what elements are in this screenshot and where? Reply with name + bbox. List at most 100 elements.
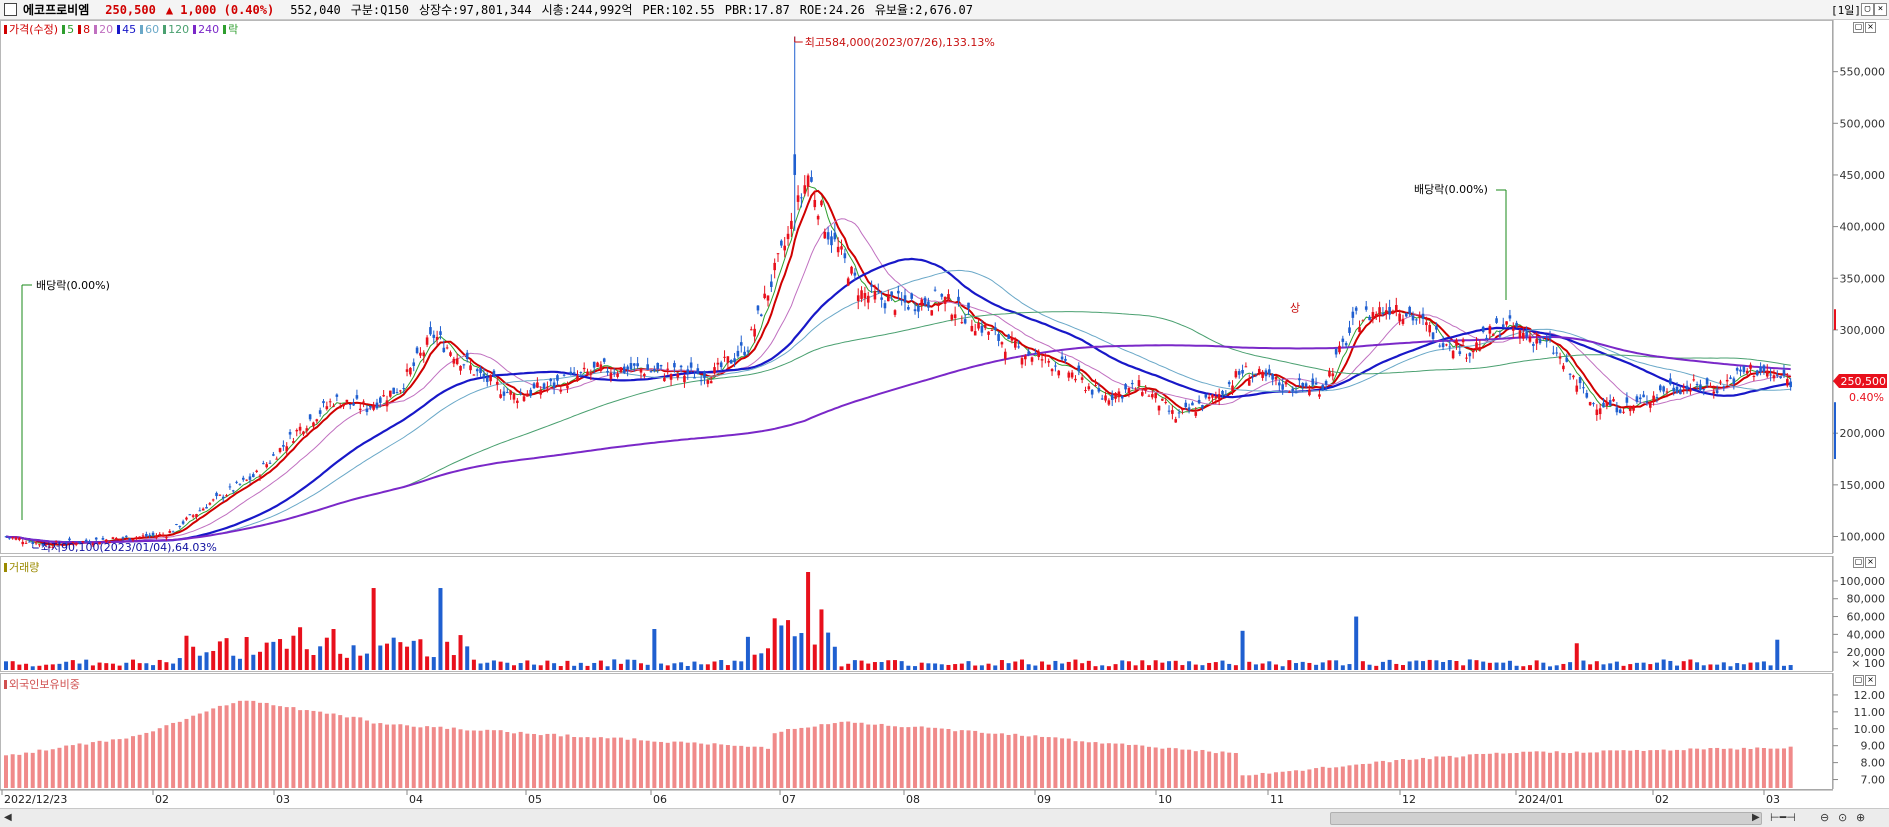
- volume-bar: [97, 662, 102, 670]
- foreign-bar: [1307, 769, 1312, 788]
- volume-panel-close-button[interactable]: ×: [1865, 557, 1876, 568]
- volume-bar: [84, 659, 89, 670]
- candle-body: [81, 541, 85, 543]
- candle-body: [773, 262, 776, 271]
- legend-item-3[interactable]: 20: [94, 23, 113, 36]
- candle-body: [1435, 325, 1438, 330]
- foreign-bar: [973, 730, 978, 788]
- foreign-bar: [826, 724, 831, 788]
- candle-body: [776, 253, 780, 255]
- volume-bar: [1688, 659, 1693, 670]
- last-pct-label: 0.40%: [1849, 391, 1884, 404]
- volume-bar: [1240, 630, 1245, 670]
- volume-panel-minimize-button[interactable]: ▢: [1853, 557, 1864, 568]
- candle-body: [903, 295, 907, 303]
- price-panel-close-button[interactable]: ×: [1865, 22, 1876, 33]
- candle-body: [1074, 378, 1077, 381]
- legend-item-7[interactable]: 240: [193, 23, 219, 36]
- candle-body: [1645, 401, 1649, 403]
- scroll-left-icon[interactable]: ◀: [4, 812, 12, 823]
- candle-body: [148, 534, 152, 536]
- candle-body: [1715, 390, 1719, 394]
- zoom-slider-icon[interactable]: ⊢━⊣: [1770, 811, 1796, 824]
- foreign-panel-minimize-button[interactable]: ▢: [1853, 675, 1864, 686]
- foreign-bar: [852, 722, 857, 788]
- legend-item-5[interactable]: 60: [140, 23, 159, 36]
- volume-unit-label: × 100: [1851, 657, 1885, 670]
- candle-body: [1582, 387, 1585, 389]
- candle-body: [709, 381, 713, 384]
- volume-bar: [1594, 661, 1599, 670]
- window-minimize-button[interactable]: ▢: [1861, 3, 1874, 16]
- window-close-button[interactable]: ×: [1874, 3, 1887, 16]
- candle-body: [1184, 402, 1188, 407]
- horizontal-scrollbar[interactable]: ◀ ▶ ⊢━⊣ ⊖ ⊙ ⊕: [0, 808, 1889, 827]
- candle-body: [1328, 370, 1331, 377]
- candle-body: [499, 394, 502, 398]
- volume-bar: [832, 646, 837, 670]
- select-checkbox[interactable]: [4, 3, 17, 16]
- current-price: 250,500: [105, 2, 156, 17]
- candle-body: [338, 407, 342, 409]
- candle-body: [1054, 365, 1057, 367]
- volume-bar: [1701, 665, 1706, 670]
- foreign-bar: [157, 728, 162, 788]
- legend-item-4[interactable]: 45: [117, 23, 136, 36]
- legend-item-6[interactable]: 120: [163, 23, 189, 36]
- x-tick-label: 2024/01: [1518, 793, 1564, 806]
- candle-body: [1094, 385, 1097, 387]
- foreign-bar: [1093, 742, 1098, 788]
- candle-body: [1682, 386, 1686, 389]
- legend-item-0[interactable]: 가격(수정): [4, 21, 58, 37]
- candle-body: [295, 429, 299, 432]
- volume-bar: [665, 665, 670, 670]
- volume-bar: [1033, 665, 1038, 670]
- zoom-out-icon[interactable]: ⊖: [1820, 811, 1830, 824]
- candle-body: [883, 303, 887, 309]
- foreign-bar: [739, 745, 744, 788]
- candle-body: [385, 400, 389, 407]
- candle-body: [1742, 365, 1746, 373]
- volume-bar: [1233, 665, 1238, 670]
- candle-body: [947, 294, 950, 300]
- candle-body: [4, 536, 8, 538]
- period-button[interactable]: [1일]: [1831, 4, 1861, 17]
- foreign-bar: [966, 730, 971, 788]
- candle-body: [1007, 334, 1010, 340]
- volume-bar: [1708, 664, 1713, 670]
- candle-body: [1408, 306, 1411, 315]
- foreign-bar: [1300, 770, 1305, 788]
- foreign-bar: [338, 715, 343, 788]
- candle-body: [248, 476, 252, 480]
- volume-bar: [532, 664, 537, 670]
- zoom-reset-icon[interactable]: ⊙: [1838, 811, 1848, 824]
- foreign-bar: [872, 724, 877, 788]
- candle-body: [1288, 391, 1291, 393]
- candle-body: [1695, 383, 1699, 386]
- candle-body: [1024, 355, 1027, 360]
- candle-body: [1779, 376, 1782, 379]
- candle-body: [1017, 346, 1020, 348]
- scroll-right-icon[interactable]: ▶: [1752, 812, 1760, 823]
- candle-body: [780, 240, 783, 246]
- candle-body: [58, 542, 61, 544]
- volume-bar: [866, 663, 871, 670]
- foreign-bar: [1735, 749, 1740, 788]
- candle-body: [1628, 406, 1632, 412]
- volume-bar: [485, 662, 490, 670]
- volume-bar: [1093, 666, 1098, 670]
- candle-body: [1278, 382, 1281, 386]
- price-panel-minimize-button[interactable]: ▢: [1853, 22, 1864, 33]
- candle-body: [846, 278, 850, 286]
- volume-bar: [1380, 661, 1385, 670]
- legend-item-1[interactable]: 5: [62, 23, 74, 36]
- scroll-thumb[interactable]: [1330, 812, 1762, 825]
- dividend-annotation-1: 배당락(0.00%): [36, 279, 110, 292]
- foreign-panel-close-button[interactable]: ×: [1865, 675, 1876, 686]
- legend-item-8[interactable]: 락: [223, 21, 238, 37]
- legend-item-2[interactable]: 8: [78, 23, 90, 36]
- legend-label: 240: [198, 22, 220, 36]
- volume-bar: [1501, 662, 1506, 670]
- zoom-in-icon[interactable]: ⊕: [1856, 811, 1866, 824]
- volume-bar: [1160, 662, 1165, 670]
